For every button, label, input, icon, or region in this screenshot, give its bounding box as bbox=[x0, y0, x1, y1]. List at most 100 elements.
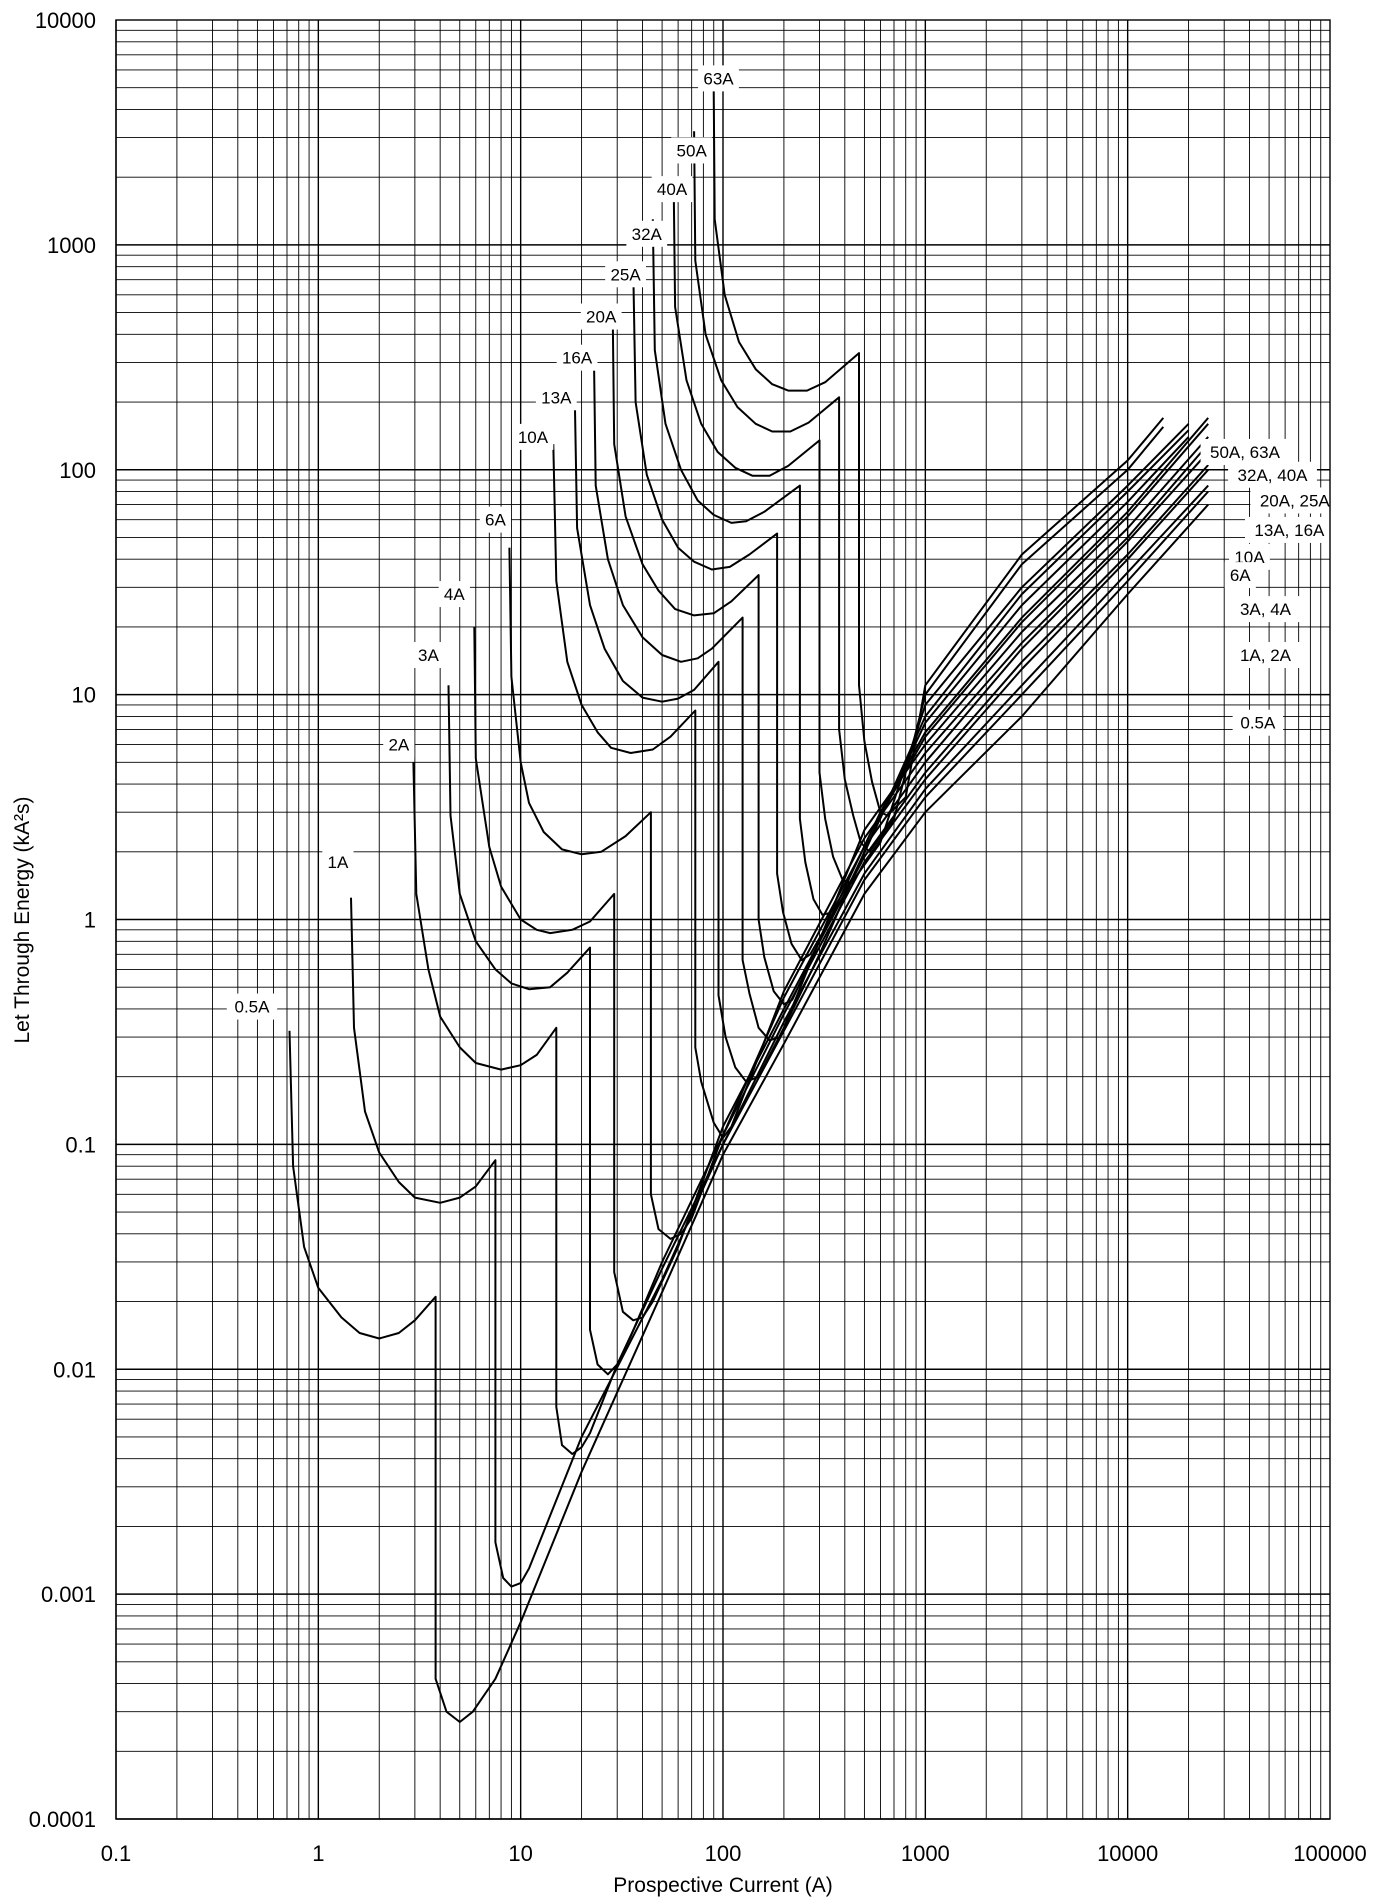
plot-frame bbox=[115, 19, 1331, 1820]
curve-label: 6A bbox=[479, 506, 511, 533]
curve-label-text: 6A bbox=[1230, 566, 1251, 585]
curve-label-text: 4A bbox=[444, 585, 465, 604]
y-tick-label: 10000 bbox=[35, 8, 96, 33]
curve-label: 6A bbox=[1224, 562, 1256, 589]
y-tick-label: 1000 bbox=[47, 233, 96, 258]
curve-label-text: 1A bbox=[328, 853, 349, 872]
curve-label-text: 0.5A bbox=[234, 998, 270, 1017]
curve-4a bbox=[473, 464, 1209, 1322]
curve-label-text: 25A bbox=[610, 265, 641, 284]
y-tick-labels: 0.0001 0.001 0.01 0.1 1 10 100 1000 10000 bbox=[29, 8, 96, 1832]
curve-6a bbox=[508, 451, 1209, 1240]
curve-label-bg bbox=[1200, 438, 1290, 465]
curve-label-bg bbox=[412, 642, 445, 669]
grid bbox=[115, 20, 1330, 1820]
curve-label: 32A, 40A bbox=[1228, 461, 1317, 488]
curve-labels: 0.5A1A2A3A4A6A10A13A16A20A25A32A40A50A63… bbox=[226, 65, 1340, 1020]
curve-label: 20A bbox=[580, 303, 622, 330]
curve-label: 13A bbox=[535, 384, 577, 411]
y-tick-label: 10 bbox=[72, 683, 96, 708]
curve-label-bg bbox=[322, 849, 354, 876]
curve-label-bg bbox=[535, 384, 577, 411]
y-tick-label: 0.0001 bbox=[29, 1807, 96, 1832]
curve-label-bg bbox=[671, 137, 713, 164]
y-tick-label: 0.001 bbox=[41, 1582, 96, 1607]
curve-25a bbox=[632, 266, 1190, 962]
curve-label-text: 13A, 16A bbox=[1254, 521, 1325, 540]
x-tick-label: 10000 bbox=[1097, 1841, 1158, 1866]
curve-label-text: 13A bbox=[541, 388, 572, 407]
curve-label-text: 0.5A bbox=[1240, 714, 1276, 733]
curve-label-bg bbox=[1232, 709, 1284, 736]
curve-label: 63A bbox=[698, 65, 739, 92]
curve-label-bg bbox=[479, 506, 511, 533]
curve-label: 3A, 4A bbox=[1230, 596, 1301, 623]
curve-label-bg bbox=[512, 423, 554, 450]
curve-label: 32A bbox=[626, 220, 668, 247]
x-axis-title: Prospective Current (A) bbox=[613, 1874, 832, 1897]
curve-label-bg bbox=[556, 344, 598, 371]
curve-label-text: 20A, 25A bbox=[1260, 491, 1331, 510]
curve-label-text: 1A, 2A bbox=[1240, 646, 1292, 665]
y-tick-label: 0.01 bbox=[53, 1357, 96, 1382]
curve-label-bg bbox=[626, 220, 668, 247]
x-tick-label: 10 bbox=[508, 1841, 532, 1866]
curve-label-bg bbox=[438, 581, 470, 608]
curve-16a bbox=[592, 353, 1209, 1042]
curve-label-text: 3A, 4A bbox=[1240, 600, 1292, 619]
curve-label-bg bbox=[1228, 461, 1317, 488]
curve-label: 13A, 16A bbox=[1244, 516, 1334, 543]
curve-label-bg bbox=[1230, 596, 1301, 623]
x-tick-labels: 0.1 1 10 100 1000 10000 100000 bbox=[101, 1841, 1367, 1866]
curve-label: 2A bbox=[383, 731, 415, 758]
curve-label-text: 32A bbox=[632, 225, 663, 244]
curve-0-5a bbox=[288, 503, 1209, 1723]
curve-label-text: 50A bbox=[677, 141, 708, 160]
curve-label-text: 3A bbox=[418, 646, 439, 665]
curve-40a bbox=[672, 177, 1190, 885]
curve-label-text: 63A bbox=[703, 69, 734, 88]
x-tick-label: 1 bbox=[312, 1841, 324, 1866]
curve-label: 1A bbox=[322, 849, 354, 876]
curve-3a bbox=[447, 469, 1209, 1376]
curve-label-bg bbox=[1224, 562, 1256, 589]
x-tick-label: 100 bbox=[705, 1841, 742, 1866]
curve-label-bg bbox=[580, 303, 622, 330]
curve-label-text: 32A, 40A bbox=[1238, 466, 1309, 485]
curve-label-bg bbox=[1230, 642, 1301, 669]
curve-20a bbox=[611, 312, 1209, 1006]
curve-10a bbox=[552, 443, 1209, 1139]
curve-label-bg bbox=[383, 731, 415, 758]
curve-label: 1A, 2A bbox=[1230, 642, 1301, 669]
y-tick-label: 1 bbox=[84, 908, 96, 933]
curve-label-text: 50A, 63A bbox=[1210, 443, 1281, 462]
curve-63a bbox=[712, 87, 1165, 817]
curve-label-text: 6A bbox=[485, 511, 506, 530]
y-tick-label: 0.1 bbox=[65, 1132, 96, 1157]
curve-label-text: 10A bbox=[1234, 548, 1265, 567]
curve-label-bg bbox=[226, 993, 278, 1020]
y-axis-title: Let Through Energy (kA²s) bbox=[11, 796, 34, 1043]
curve-label-text: 20A bbox=[586, 308, 617, 327]
curve-label-bg bbox=[651, 176, 693, 203]
curve-label-bg bbox=[605, 261, 646, 288]
x-tick-label: 0.1 bbox=[101, 1841, 132, 1866]
curve-label: 3A bbox=[412, 642, 445, 669]
curve-label: 0.5A bbox=[1232, 709, 1284, 736]
curve-2a bbox=[412, 484, 1209, 1455]
x-tick-label: 100000 bbox=[1293, 1841, 1366, 1866]
curve-label: 4A bbox=[438, 581, 470, 608]
curve-label-text: 10A bbox=[518, 428, 549, 447]
curve-label: 20A, 25A bbox=[1250, 487, 1340, 514]
curve-label: 50A bbox=[671, 137, 713, 164]
curve-label: 40A bbox=[651, 176, 693, 203]
curve-label: 50A, 63A bbox=[1200, 438, 1290, 465]
curve-label-bg bbox=[698, 65, 739, 92]
curve-label: 10A bbox=[512, 423, 554, 450]
curves bbox=[288, 87, 1209, 1723]
curve-label-text: 16A bbox=[562, 349, 593, 368]
y-tick-label: 100 bbox=[59, 458, 96, 483]
x-tick-label: 1000 bbox=[901, 1841, 950, 1866]
curve-label: 0.5A bbox=[226, 993, 278, 1020]
